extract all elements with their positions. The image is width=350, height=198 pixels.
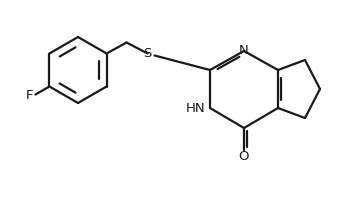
- Text: HN: HN: [186, 102, 205, 114]
- Text: S: S: [144, 47, 152, 60]
- Text: O: O: [239, 150, 249, 164]
- Text: F: F: [26, 89, 33, 102]
- Text: N: N: [239, 44, 249, 57]
